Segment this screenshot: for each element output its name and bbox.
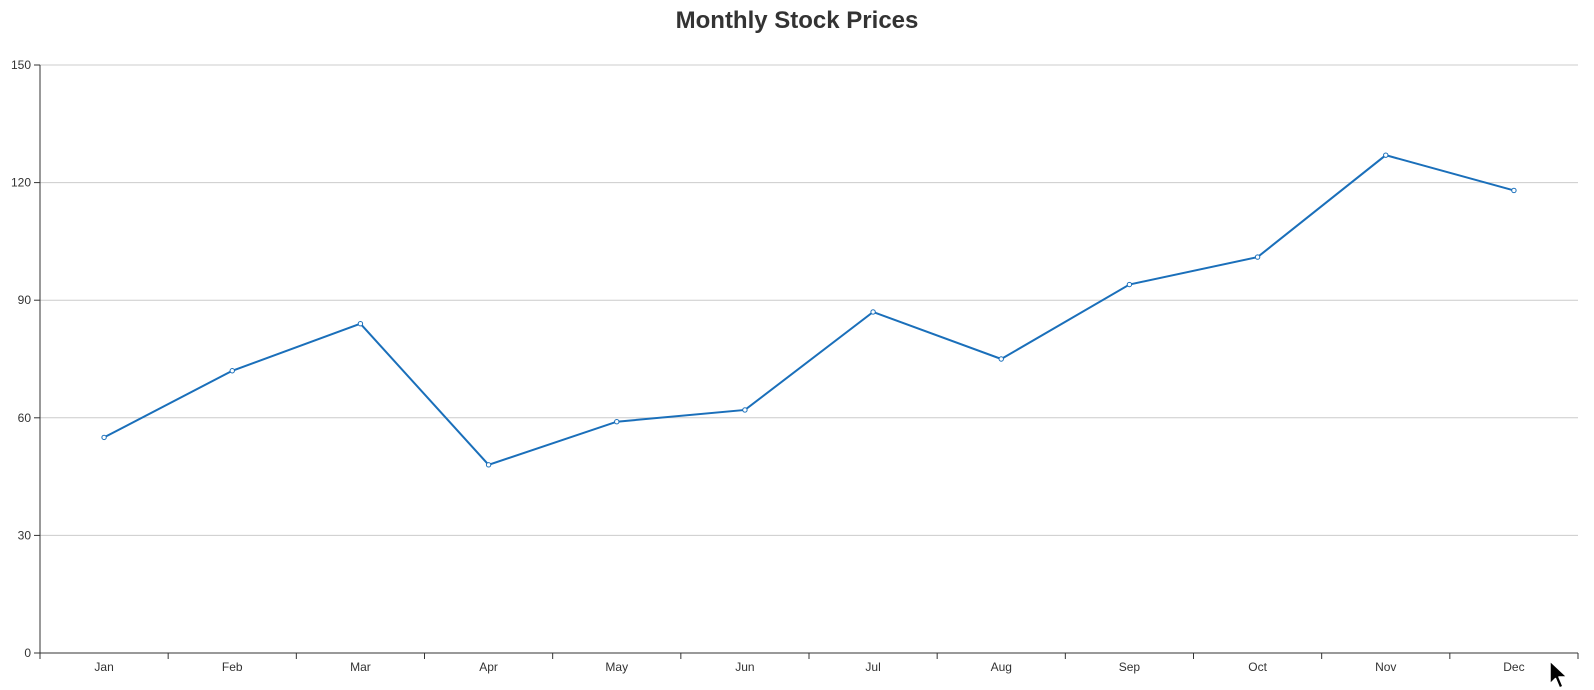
data-point — [998, 356, 1004, 362]
data-point — [229, 368, 235, 374]
data-point — [1254, 254, 1261, 260]
x-tick-label: Jan — [94, 660, 113, 674]
y-tick-label: 60 — [18, 411, 32, 425]
x-tick-label: Jun — [735, 660, 754, 674]
y-tick-label: 120 — [11, 176, 31, 190]
x-tick-label: Aug — [991, 660, 1012, 674]
y-tick-label: 0 — [24, 646, 31, 660]
x-tick-label: Nov — [1375, 660, 1396, 674]
data-point — [614, 419, 620, 425]
x-tick-label: Sep — [1119, 660, 1141, 674]
data-point — [101, 434, 107, 441]
y-tick-label: 150 — [11, 58, 31, 72]
y-tick-label: 90 — [18, 293, 32, 307]
x-tick-label: Apr — [479, 660, 498, 674]
data-point — [870, 309, 876, 315]
chart-title: Monthly Stock Prices — [675, 7, 919, 34]
data-point — [1383, 152, 1389, 158]
grid-lines — [40, 64, 1578, 536]
data-point — [357, 321, 364, 327]
series-line — [103, 154, 1515, 466]
mouse-pointer-icon — [1549, 660, 1568, 689]
data-point — [485, 462, 492, 468]
x-tick-label: Dec — [1503, 660, 1524, 674]
x-tick-label: Jul — [865, 660, 880, 674]
tick-labels: 0 30 60 90 120 150 Jan Feb Mar Apr May Jun Jul Aug Sep… — [11, 58, 1525, 674]
x-tick-label: Feb — [222, 660, 243, 674]
x-tick-label: Oct — [1248, 660, 1267, 674]
data-point — [1126, 281, 1133, 288]
x-tick-label: Mar — [350, 660, 371, 674]
data-point — [1511, 187, 1517, 194]
data-point — [742, 407, 748, 413]
series — [101, 152, 1517, 468]
y-tick-label: 30 — [18, 528, 32, 542]
x-tick-label: May — [605, 660, 628, 674]
axes — [34, 64, 1579, 659]
